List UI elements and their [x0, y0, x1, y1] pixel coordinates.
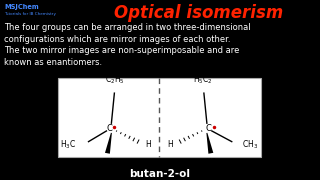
- Polygon shape: [105, 133, 112, 154]
- Text: H: H: [167, 140, 173, 149]
- Text: Tutorials for IB Chemistry: Tutorials for IB Chemistry: [4, 12, 56, 16]
- Text: butan-2-ol: butan-2-ol: [129, 169, 190, 179]
- Text: C: C: [107, 123, 112, 132]
- Bar: [58, 78, 260, 157]
- Text: Optical isomerism: Optical isomerism: [114, 4, 284, 22]
- Text: OH: OH: [102, 158, 113, 167]
- Text: H$_5$C$_2$: H$_5$C$_2$: [193, 74, 213, 86]
- Text: H: H: [145, 140, 151, 149]
- Text: MSJChem: MSJChem: [4, 4, 39, 10]
- Text: The four groups can be arranged in two three-dimensional
configurations which ar: The four groups can be arranged in two t…: [4, 23, 251, 67]
- Text: CH$_3$: CH$_3$: [242, 138, 258, 151]
- Text: H$_3$C: H$_3$C: [60, 138, 76, 151]
- Polygon shape: [206, 133, 213, 154]
- Text: mirror: mirror: [148, 70, 170, 76]
- Text: C$_2$H$_5$: C$_2$H$_5$: [106, 74, 125, 86]
- Text: C: C: [206, 123, 212, 132]
- Text: HO: HO: [205, 158, 217, 167]
